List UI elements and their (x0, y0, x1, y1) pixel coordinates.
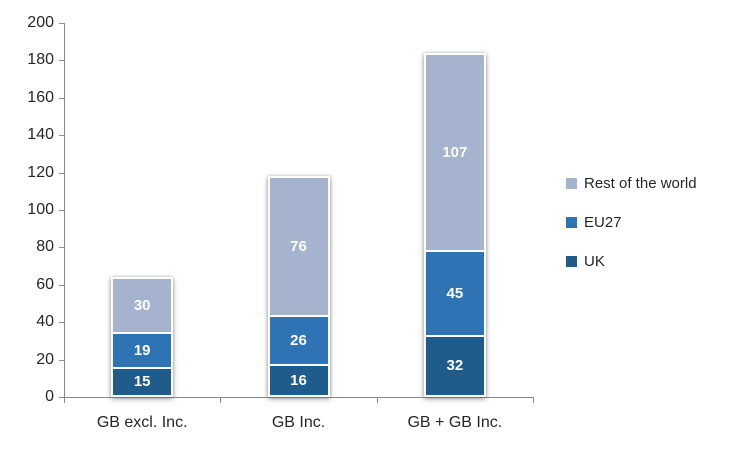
y-axis-line (64, 23, 65, 398)
data-label: 76 (290, 238, 307, 256)
legend-label: EU27 (584, 213, 622, 231)
y-tick-label: 0 (45, 388, 54, 405)
legend-swatch-icon (566, 255, 577, 267)
data-label: 30 (133, 297, 151, 314)
y-tick-label: 20 (36, 350, 54, 368)
bar-segment: 19 (113, 331, 172, 367)
y-tick-label: 180 (27, 51, 54, 69)
y-tick-mark (59, 284, 64, 286)
y-tick-label: 200 (27, 14, 54, 31)
data-label: 107 (442, 144, 468, 162)
bar-2: 76 26 16 (267, 176, 330, 397)
y-tick-mark (59, 210, 64, 211)
bar-segment: 26 (269, 315, 328, 365)
legend-item: UK (566, 250, 605, 272)
y-tick-label: 100 (27, 201, 54, 218)
y-tick-label: 120 (27, 163, 54, 181)
bar-segment: 32 (425, 334, 484, 395)
legend-swatch-icon (566, 177, 577, 189)
y-tick-label: 60 (36, 275, 54, 293)
bar-segment: 15 (113, 366, 172, 395)
legend-item: Rest of the world (566, 172, 697, 194)
x-category-label: GB Inc. (271, 414, 326, 431)
data-label: 32 (446, 357, 464, 375)
y-tick-mark (59, 135, 64, 137)
bar-segment: 107 (425, 54, 484, 251)
bar-3: 107 45 32 (423, 52, 486, 397)
y-tick-label: 160 (27, 88, 54, 106)
y-tick-label: 140 (27, 126, 54, 144)
x-tick-mark (220, 397, 222, 403)
bar-segment: 76 (269, 178, 328, 316)
y-tick-label: 40 (36, 313, 54, 331)
y-tick-mark (59, 23, 64, 24)
y-tick-mark (59, 359, 64, 361)
y-tick-mark (59, 322, 64, 324)
data-label: 45 (446, 284, 464, 302)
x-tick-mark (376, 397, 378, 403)
y-tick-mark (59, 247, 64, 249)
x-tick-mark (533, 397, 534, 403)
x-category-label: GB excl. Inc. (96, 414, 188, 431)
bar-segment: 30 (113, 279, 172, 332)
bar-segment: 45 (425, 250, 484, 335)
y-tick-mark (59, 172, 64, 174)
bar-segment: 16 (269, 364, 328, 395)
data-label: 19 (133, 341, 151, 359)
legend-label: Rest of the world (584, 174, 697, 192)
x-tick-mark (64, 397, 65, 403)
legend-label: UK (584, 252, 605, 270)
y-tick-mark (59, 397, 64, 398)
data-label: 16 (290, 372, 307, 390)
y-tick-label: 80 (36, 238, 54, 256)
legend-item: EU27 (566, 211, 622, 233)
y-tick-mark (59, 60, 64, 62)
data-label: 26 (290, 332, 307, 350)
data-label: 15 (133, 373, 151, 391)
x-category-label: GB + GB Inc. (407, 414, 503, 431)
y-tick-mark (59, 97, 64, 99)
legend-swatch-icon (566, 216, 577, 228)
bar-1: 30 19 15 (111, 277, 174, 397)
x-axis-line (59, 397, 534, 398)
